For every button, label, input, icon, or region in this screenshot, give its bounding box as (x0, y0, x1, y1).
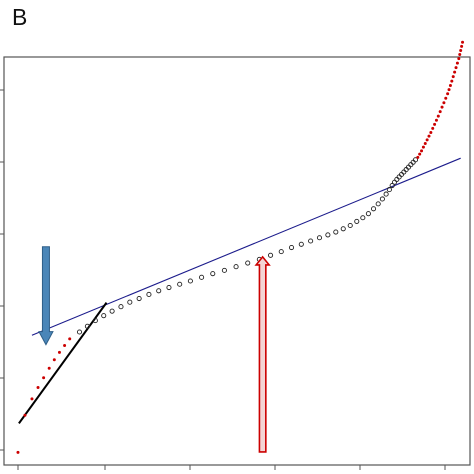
open-circle-point (245, 260, 251, 266)
red-dot-point (418, 152, 422, 156)
open-circle-point (187, 278, 193, 284)
open-circle-point (221, 267, 227, 273)
red-dot-point (416, 155, 420, 159)
data-points (16, 40, 465, 454)
red-dot-point (460, 44, 464, 48)
red-dot-point (454, 66, 458, 70)
red-dot-point (451, 75, 455, 79)
open-circle-point (360, 215, 366, 221)
red-dot-point (420, 149, 424, 153)
open-circle-point (146, 291, 152, 298)
red-dot-point (57, 350, 61, 354)
open-circle-point (316, 235, 323, 241)
red-dot-point (52, 358, 56, 362)
red-dot-point (457, 57, 461, 61)
open-circle-point (156, 288, 162, 294)
red-dot-point (47, 366, 51, 370)
panel-label: B (12, 4, 28, 30)
open-circle-point (177, 281, 183, 287)
red-dot-point (459, 48, 463, 52)
open-circle-point (412, 157, 419, 163)
open-circle-point (386, 187, 392, 193)
red-dot-point (440, 105, 444, 109)
red-dot-point (447, 88, 451, 92)
open-circle-point (109, 308, 115, 314)
open-circle-point (118, 304, 124, 310)
open-circle-point (268, 252, 274, 258)
open-circle-point (325, 232, 331, 238)
red-up-arrow (254, 255, 271, 453)
red-dot-point (23, 413, 27, 417)
red-dot-point (36, 385, 40, 389)
open-circle-point (136, 295, 142, 302)
open-circle-point (347, 222, 353, 229)
red-dot-point (431, 126, 435, 130)
red-dot-point (444, 96, 448, 100)
red-dot-point (421, 145, 425, 149)
red-dot-point (458, 53, 462, 57)
plot-frame (3, 56, 471, 466)
open-circle-point (127, 299, 133, 305)
blue-down-arrow (38, 246, 54, 346)
open-circle-point (391, 179, 398, 185)
open-circle-point (383, 191, 389, 197)
red-dot-point (16, 450, 20, 454)
open-circle-point (101, 313, 107, 319)
open-circle-point (166, 284, 172, 291)
open-circle-point (389, 182, 395, 189)
open-circle-point (199, 274, 205, 280)
open-circle-point (298, 241, 304, 247)
red-dot-point (436, 114, 440, 118)
red-dot-point (30, 397, 34, 401)
red-dot-point (438, 110, 442, 114)
blue-fit-line (31, 157, 461, 336)
open-circle-point (308, 238, 314, 244)
open-circle-point (76, 329, 83, 335)
open-circle-point (333, 229, 339, 235)
red-dot-point (63, 343, 67, 347)
red-dot-point (42, 376, 46, 380)
open-circle-point (375, 201, 381, 207)
open-circle-point (210, 271, 216, 277)
red-dot-point (453, 70, 457, 74)
red-dot-point (423, 141, 427, 145)
red-dot-point (461, 40, 465, 44)
red-dot-point (429, 130, 433, 134)
red-dot-point (425, 138, 429, 142)
red-dot-point (442, 101, 446, 105)
fit-lines (18, 157, 461, 424)
red-dot-point (427, 134, 431, 138)
red-dot-point (68, 337, 72, 341)
red-dot-point (450, 79, 454, 83)
open-circle-point (370, 206, 377, 212)
open-circle-point (379, 196, 385, 202)
open-circle-point (365, 211, 371, 217)
open-circle-point (84, 323, 90, 329)
open-circle-point (354, 218, 360, 224)
red-dot-point (433, 122, 437, 126)
open-circle-point (233, 264, 239, 270)
red-dot-point (455, 61, 459, 65)
red-dot-point (446, 92, 450, 96)
open-circle-point (288, 244, 295, 251)
black-fit-line (18, 302, 108, 424)
annotation-arrows (38, 246, 271, 453)
open-circle-point (340, 226, 346, 232)
red-dot-point (434, 118, 438, 122)
axis-ticks (0, 89, 446, 470)
open-circle-point (278, 249, 284, 255)
red-dot-point (448, 84, 452, 88)
open-circle-point (92, 318, 98, 324)
